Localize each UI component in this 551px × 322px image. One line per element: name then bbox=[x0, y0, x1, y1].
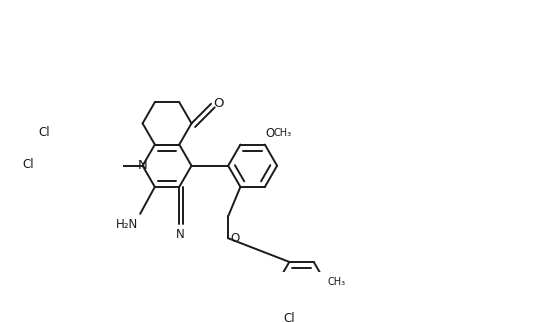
Text: N: N bbox=[138, 159, 148, 172]
Text: Cl: Cl bbox=[39, 127, 51, 139]
Text: O: O bbox=[213, 97, 223, 110]
Text: O: O bbox=[266, 128, 275, 140]
Text: CH₃: CH₃ bbox=[328, 277, 346, 287]
Text: Cl: Cl bbox=[284, 312, 295, 322]
Text: O: O bbox=[230, 232, 239, 245]
Text: CH₃: CH₃ bbox=[273, 128, 291, 138]
Text: H₂N: H₂N bbox=[116, 218, 138, 231]
Text: N: N bbox=[176, 228, 185, 241]
Text: Cl: Cl bbox=[22, 157, 34, 171]
